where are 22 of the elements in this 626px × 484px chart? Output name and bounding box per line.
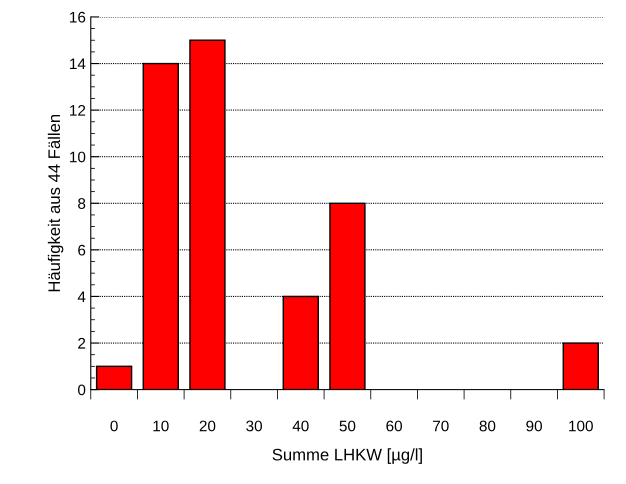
y-axis-title: Häufigkeit aus 44 Fällen [48,114,64,292]
x-tick-label: 10 [153,420,169,432]
y-tick-label: 10 [70,152,86,162]
y-tick-label: 6 [78,244,86,256]
x-tick-label: 20 [200,420,216,432]
y-tick-label: 14 [70,58,86,70]
x-tick-label: 60 [386,420,402,432]
y-tick-label: 8 [78,198,86,209]
y-tick-label: 12 [70,104,86,116]
y-tick-label: 2 [78,338,86,349]
x-tick-label: 50 [340,420,356,432]
y-tick-label: 0 [78,384,86,396]
y-tick-label: 4 [78,291,86,302]
x-tick-label: 80 [480,420,496,432]
x-tick-label: 100 [569,420,593,432]
x-tick-label: 40 [292,420,309,432]
y-tick-label: 16 [70,12,86,23]
x-tick-label: 90 [526,420,542,432]
x-tick-label: 30 [246,420,262,432]
x-tick-label: 70 [433,420,449,432]
x-axis-title: Summe LHKW [µg/l] [272,448,422,464]
x-tick-label: 0 [110,420,118,432]
